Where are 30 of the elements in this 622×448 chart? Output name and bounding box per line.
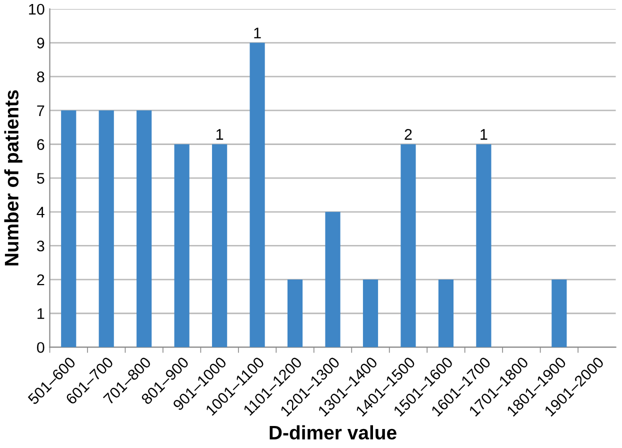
annotation: 1	[480, 129, 488, 140]
bar	[476, 144, 492, 348]
y-tick-label: 3	[36, 240, 44, 252]
bar	[438, 280, 454, 348]
bar	[136, 110, 152, 348]
y-tick-label: 7	[37, 105, 44, 116]
bar	[174, 144, 190, 348]
bar	[287, 280, 303, 348]
y-tick-label: 6	[37, 139, 44, 150]
x-axis-title: D-dimer value	[270, 425, 396, 440]
bar	[362, 280, 378, 348]
bar	[250, 42, 265, 348]
y-axis-title: Number of patients	[4, 90, 22, 266]
annotation: 1	[254, 28, 261, 38]
bar	[98, 110, 114, 348]
annotation: 1	[216, 129, 224, 140]
y-tick-label: 1	[38, 308, 44, 319]
bar	[61, 110, 76, 348]
bar	[212, 144, 228, 348]
y-tick-label: 8	[37, 71, 44, 82]
annotation: 2	[404, 129, 412, 140]
y-tick-label: 4	[36, 206, 44, 218]
y-tick-label: 5	[37, 173, 44, 184]
bar	[552, 280, 567, 348]
bar	[400, 144, 416, 348]
y-tick-label: 9	[37, 38, 44, 48]
y-tick-label: 2	[37, 274, 44, 286]
y-tick-label: 0	[37, 342, 44, 353]
bar	[325, 212, 340, 348]
y-tick-label: 10	[29, 4, 44, 15]
